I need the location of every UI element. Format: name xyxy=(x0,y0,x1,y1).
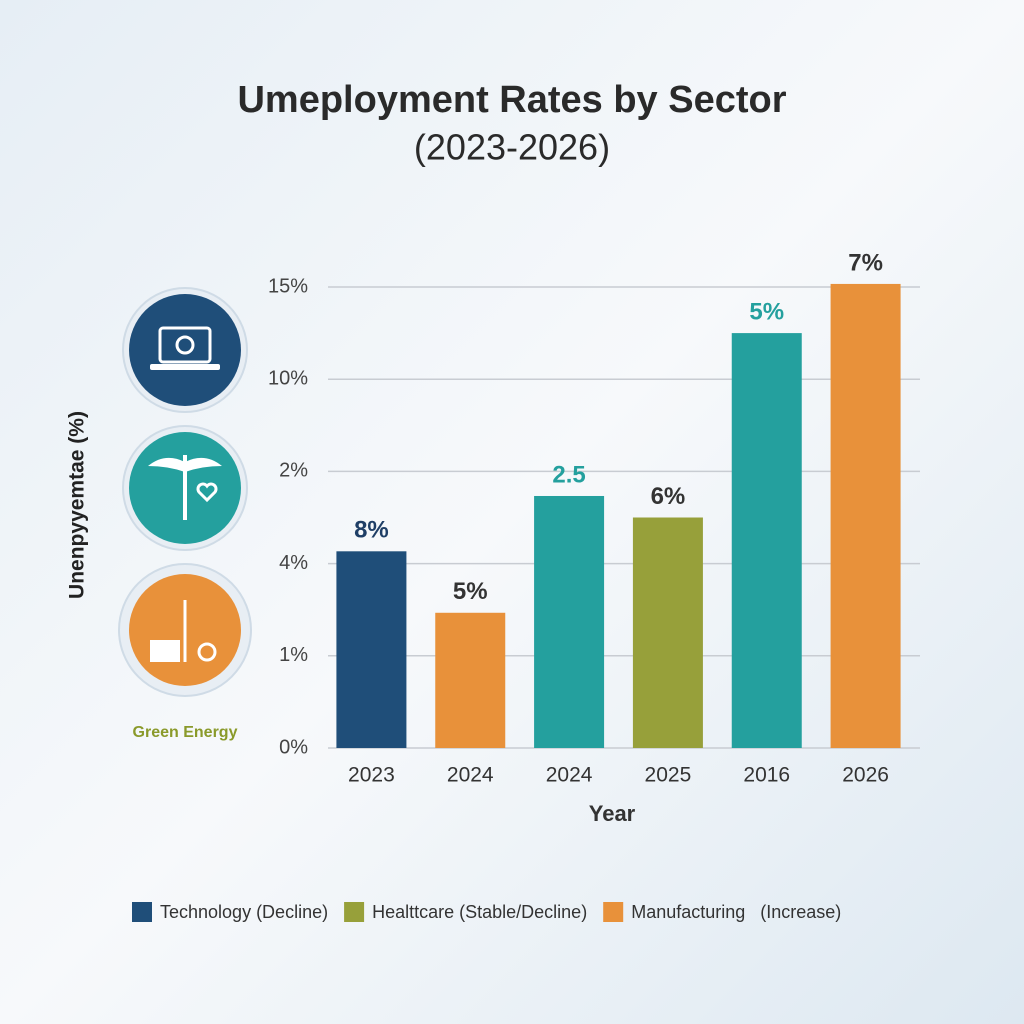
chart-title: Umeployment Rates by Sector xyxy=(237,79,786,121)
legend-label: Technology (Decline) xyxy=(160,902,328,922)
bar-annotation: 5% xyxy=(749,298,784,325)
y-tick-label: 2% xyxy=(279,460,308,482)
bar xyxy=(731,333,802,748)
bar xyxy=(632,517,703,748)
x-tick-label: 2026 xyxy=(842,764,889,787)
legend-swatch xyxy=(603,902,624,922)
y-tick-label: 15% xyxy=(268,275,308,297)
tech-icon xyxy=(129,294,241,406)
bar xyxy=(435,612,506,748)
legend-label: Healttcare (Stable/Decline) xyxy=(372,902,587,922)
bar xyxy=(534,495,605,748)
bar-annotation: 5% xyxy=(453,578,488,605)
heart-icon xyxy=(196,482,218,503)
wings-icon xyxy=(148,457,222,472)
icons: Green Energy xyxy=(118,287,252,741)
legend-swatch xyxy=(132,902,152,922)
y-tick-label: 4% xyxy=(279,552,308,574)
bar xyxy=(336,551,407,748)
x-tick-label: 2023 xyxy=(348,764,395,787)
bar-annotation: 2.5 xyxy=(552,461,585,488)
y-axis-label: Unenpyyemtae (%) xyxy=(66,411,89,599)
laptop-base xyxy=(150,364,220,370)
icon-caption: Green Energy xyxy=(133,724,238,741)
y-tick-label: 1% xyxy=(279,644,308,666)
y-tick-label: 10% xyxy=(268,367,308,389)
laptop-icon xyxy=(158,326,212,364)
y-tick-label: 0% xyxy=(279,736,308,758)
x-tick-label: 2024 xyxy=(546,764,593,787)
x-tick-label: 2016 xyxy=(743,764,790,787)
legend-label: Manufacturing (Increase) xyxy=(631,902,841,922)
x-tick-label: 2025 xyxy=(645,764,692,787)
gear-icon xyxy=(197,642,217,662)
x-tick-label: 2024 xyxy=(447,764,494,787)
x-axis-label: Year xyxy=(589,801,636,826)
chart-subtitle: (2023-2026) xyxy=(414,127,610,168)
factory-icon xyxy=(150,640,180,662)
gear-icon xyxy=(175,335,195,355)
bar-annotation: 8% xyxy=(354,517,389,544)
bar xyxy=(830,283,901,748)
bar-annotation: 7% xyxy=(848,249,883,276)
bar-annotation: 6% xyxy=(651,483,686,510)
legend-swatch xyxy=(344,902,365,922)
